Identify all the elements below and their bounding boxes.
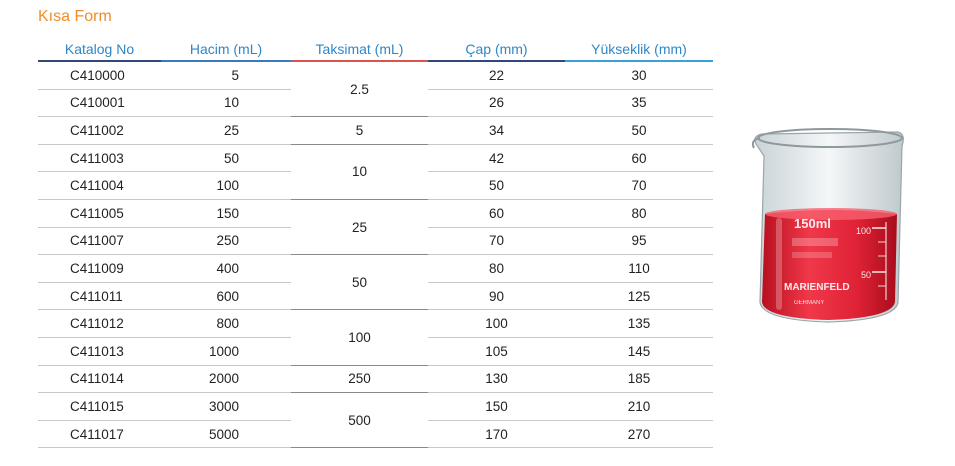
- height-cell: 210: [565, 392, 713, 421]
- table-row: C411011 600 90 125: [38, 282, 713, 311]
- catalog-no-cell: C411003: [38, 144, 161, 173]
- volume-cell: 50: [161, 144, 291, 173]
- height-cell: 30: [565, 61, 713, 90]
- diameter-cell: 90: [428, 282, 565, 311]
- height-cell: 35: [565, 89, 713, 118]
- diameter-cell: 100: [428, 309, 565, 338]
- catalog-no-cell: C411011: [38, 282, 161, 311]
- diameter-cell: 34: [428, 116, 565, 145]
- graduation-cell: 2.5: [291, 61, 428, 118]
- table-row: C411005 150 25 60 80: [38, 199, 713, 256]
- catalog-no-cell: C411017: [38, 420, 161, 449]
- header-volume: Hacim (mL): [161, 38, 291, 62]
- table-row: C411002 25 5 34 50: [38, 116, 713, 145]
- volume-cell: 5000: [161, 420, 291, 449]
- diameter-cell: 150: [428, 392, 565, 421]
- height-cell: 70: [565, 171, 713, 200]
- graduation-cell: 500: [291, 392, 428, 449]
- volume-cell: 600: [161, 282, 291, 311]
- volume-cell: 1000: [161, 337, 291, 366]
- volume-cell: 150: [161, 199, 291, 228]
- height-cell: 95: [565, 227, 713, 256]
- volume-cell: 800: [161, 309, 291, 338]
- table-row: C410000 5 2.5 22 30: [38, 61, 713, 118]
- height-cell: 60: [565, 144, 713, 173]
- volume-cell: 10: [161, 89, 291, 118]
- height-cell: 80: [565, 199, 713, 228]
- beaker-volume-label: 150ml: [794, 216, 831, 231]
- diameter-cell: 60: [428, 199, 565, 228]
- height-cell: 110: [565, 254, 713, 283]
- volume-cell: 250: [161, 227, 291, 256]
- diameter-cell: 26: [428, 89, 565, 118]
- volume-cell: 400: [161, 254, 291, 283]
- height-cell: 270: [565, 420, 713, 449]
- catalog-no-cell: C411005: [38, 199, 161, 228]
- catalog-no-cell: C411004: [38, 171, 161, 200]
- diameter-cell: 42: [428, 144, 565, 173]
- graduation-cell: 25: [291, 199, 428, 256]
- beaker-country: GERMANY: [794, 300, 824, 306]
- graduation-cell: 5: [291, 116, 428, 145]
- volume-cell: 2000: [161, 365, 291, 394]
- height-cell: 125: [565, 282, 713, 311]
- diameter-cell: 70: [428, 227, 565, 256]
- diameter-cell: 80: [428, 254, 565, 283]
- height-cell: 135: [565, 309, 713, 338]
- volume-cell: 3000: [161, 392, 291, 421]
- catalog-no-cell: C411012: [38, 309, 161, 338]
- diameter-cell: 22: [428, 61, 565, 90]
- table-row: C411014 2000 250 130 185: [38, 365, 713, 394]
- beaker-scale-mid: 50: [861, 270, 871, 280]
- table-body: C410000 5 2.5 22 30 C410001 10 26 35 C411002 25 5 34…: [38, 61, 713, 449]
- diameter-cell: 130: [428, 365, 565, 394]
- graduation-cell: 10: [291, 144, 428, 200]
- table-row: C411012 800 100 100 135: [38, 309, 713, 366]
- table-row: C411015 3000 500 150 210: [38, 392, 713, 449]
- table-row: C410001 10 26 35: [38, 89, 713, 118]
- page-title: Kısa Form: [38, 8, 112, 25]
- table-row: C411003 50 10 42 60: [38, 144, 713, 200]
- product-table: Katalog No Hacim (mL) Taksimat (mL) Çap …: [38, 38, 713, 449]
- diameter-cell: 105: [428, 337, 565, 366]
- volume-cell: 25: [161, 116, 291, 145]
- volume-cell: 100: [161, 171, 291, 200]
- beaker-liquid: [762, 210, 897, 320]
- header-diameter: Çap (mm): [428, 38, 565, 62]
- height-cell: 50: [565, 116, 713, 145]
- table-row: C411013 1000 105 145: [38, 337, 713, 366]
- table-row: C411007 250 70 95: [38, 227, 713, 256]
- catalog-no-cell: C411009: [38, 254, 161, 283]
- beaker-brand: MARIENFELD: [784, 282, 850, 293]
- header-graduation: Taksimat (mL): [291, 38, 428, 62]
- catalog-no-cell: C411013: [38, 337, 161, 366]
- catalog-no-cell: C411015: [38, 392, 161, 421]
- beaker-image: 150ml 100 50 MARIENFELD GERMANY: [751, 128, 904, 323]
- table-row: C411004 100 50 70: [38, 171, 713, 200]
- table-header-row: Katalog No Hacim (mL) Taksimat (mL) Çap …: [38, 38, 713, 62]
- diameter-cell: 50: [428, 171, 565, 200]
- header-height: Yükseklik (mm): [565, 38, 713, 62]
- catalog-no-cell: C411002: [38, 116, 161, 145]
- diameter-cell: 170: [428, 420, 565, 449]
- catalog-no-cell: C411014: [38, 365, 161, 394]
- table-row: C411009 400 50 80 110: [38, 254, 713, 311]
- catalog-no-cell: C410000: [38, 61, 161, 90]
- catalog-no-cell: C410001: [38, 89, 161, 118]
- volume-cell: 5: [161, 61, 291, 90]
- beaker-scale-top: 100: [856, 226, 871, 236]
- graduation-cell: 50: [291, 254, 428, 311]
- table-row: C411017 5000 170 270: [38, 420, 713, 449]
- graduation-cell: 250: [291, 365, 428, 394]
- catalog-no-cell: C411007: [38, 227, 161, 256]
- height-cell: 145: [565, 337, 713, 366]
- height-cell: 185: [565, 365, 713, 394]
- graduation-cell: 100: [291, 309, 428, 366]
- header-catalog-no: Katalog No: [38, 38, 161, 62]
